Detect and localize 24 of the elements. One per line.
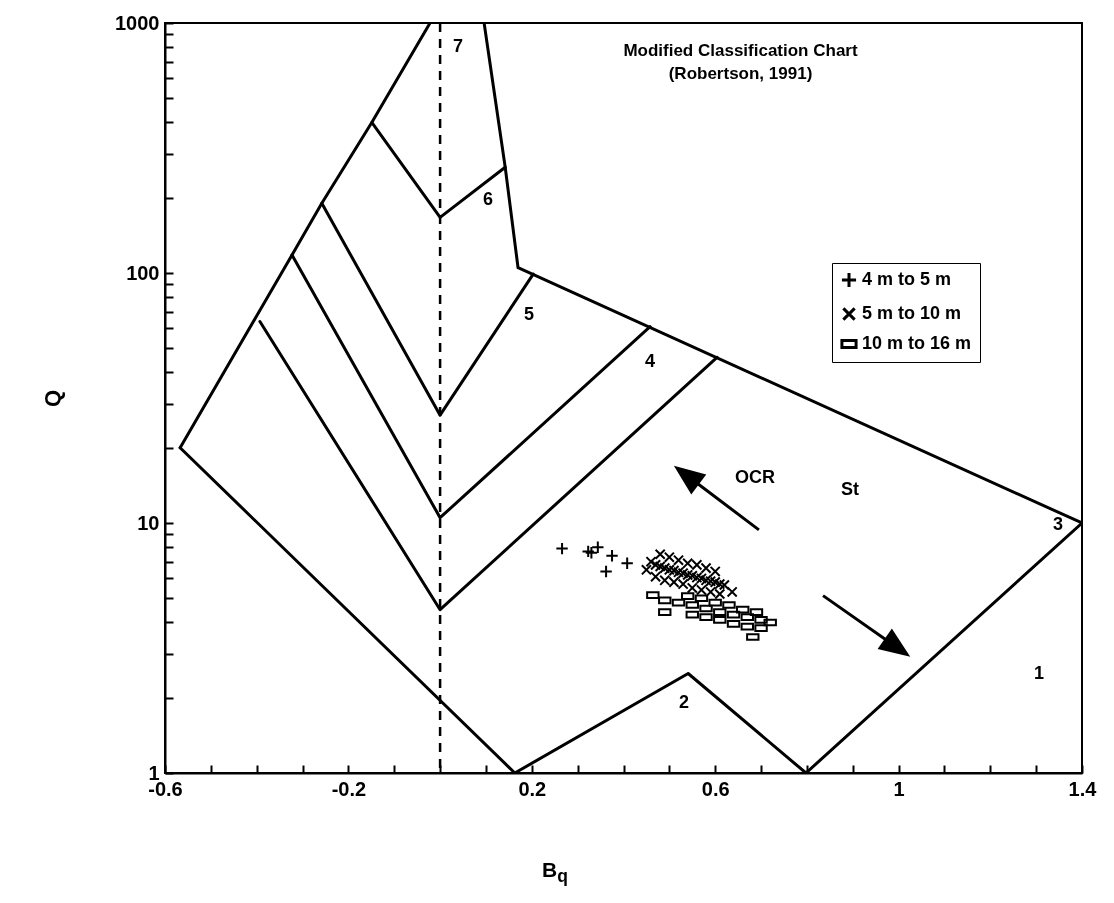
annotation: OCR: [735, 467, 775, 487]
y-tick-label: 100: [126, 261, 160, 284]
annotation: 4: [644, 351, 656, 371]
annotation: 1: [1033, 663, 1045, 683]
text: (Robertson, 1991): [668, 64, 813, 83]
x-axis-title: B$_{q}$: [541, 858, 569, 888]
y-axis-title: Q: [40, 389, 66, 408]
annotation: 2: [678, 692, 690, 712]
x-tick-label: 1: [893, 777, 905, 800]
annotation: St: [841, 479, 860, 499]
y-tick-label: 10: [137, 511, 160, 534]
x-tick-label: -0.2: [331, 777, 367, 800]
annotation: 3: [1052, 514, 1064, 534]
legend-label: 4 m to 5 m: [862, 269, 952, 289]
y-tick-label: 1000: [115, 11, 160, 34]
annotation: 6: [482, 189, 494, 209]
annotation: 7: [452, 36, 464, 56]
x-tick-label: 0.2: [518, 777, 547, 800]
annotation: 5: [523, 304, 535, 324]
x-tick-label: 0.6: [701, 777, 730, 800]
legend-label: 10 m to 16 m: [862, 333, 972, 353]
x-tick-label: 1.4: [1068, 777, 1098, 800]
legend-label: 5 m to 10 m: [862, 303, 962, 323]
text: Modified Classification Chart: [623, 41, 858, 60]
